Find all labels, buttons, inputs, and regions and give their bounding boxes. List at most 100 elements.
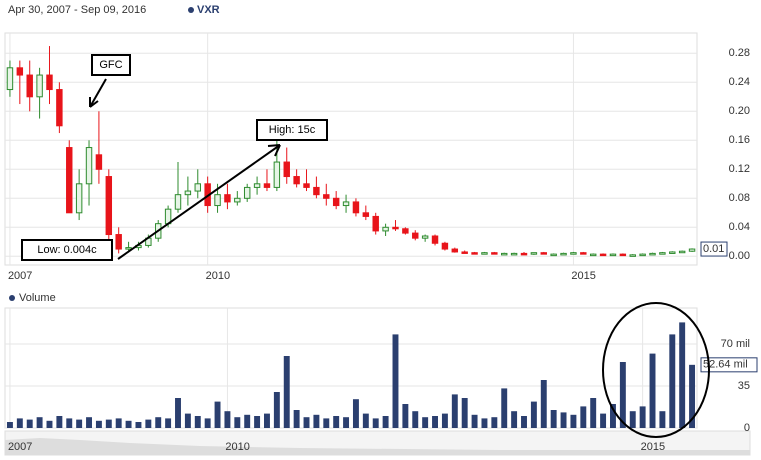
candle-body xyxy=(599,253,607,257)
candle-body xyxy=(421,235,429,239)
volume-bar xyxy=(471,414,478,428)
volume-bar xyxy=(550,410,557,428)
legend-dot xyxy=(9,295,15,301)
date-range: Apr 30, 2007 - Sep 09, 2016 xyxy=(8,4,146,16)
candle-body xyxy=(382,226,389,232)
candle-body xyxy=(372,215,379,232)
y-tick-label: 0.28 xyxy=(729,47,750,59)
last-value-label: 52.64 mil xyxy=(703,359,748,371)
volume-bar xyxy=(372,418,379,428)
candle-body xyxy=(125,247,132,250)
volume-bar xyxy=(194,416,201,428)
candle-body xyxy=(56,89,63,127)
annotation: GFC xyxy=(99,59,122,71)
y-tick-label: 0.08 xyxy=(729,192,750,204)
candle-body xyxy=(451,248,459,253)
candle-body xyxy=(66,147,73,214)
candle-body xyxy=(649,252,656,256)
volume-bar xyxy=(343,417,350,428)
candle-body xyxy=(471,252,478,255)
volume-bar xyxy=(352,399,359,428)
volume-bar xyxy=(26,419,33,428)
volume-bar xyxy=(234,417,241,428)
candle-body xyxy=(402,228,409,234)
candle-body xyxy=(609,253,617,257)
candle-body xyxy=(293,176,300,185)
volume-bar xyxy=(441,413,448,428)
volume-bar xyxy=(491,417,498,428)
legend-label: Volume xyxy=(19,292,56,304)
volume-bar xyxy=(244,414,251,428)
volume-bar xyxy=(273,392,280,428)
candle-body xyxy=(323,194,330,199)
y-tick-label: 35 xyxy=(738,380,750,392)
volume-bar xyxy=(16,418,23,428)
candle-body xyxy=(6,67,14,91)
volume-bar xyxy=(175,398,181,428)
volume-bar xyxy=(501,388,508,428)
last-value-box xyxy=(700,357,758,373)
volume-bar xyxy=(224,411,231,428)
volume-bar xyxy=(204,418,211,428)
arrow-head xyxy=(89,97,99,108)
y-tick-label: 70 mil xyxy=(721,338,750,350)
volume-bar xyxy=(560,412,567,428)
volume-bar xyxy=(580,406,587,428)
volume-bar xyxy=(382,416,389,428)
candle-body xyxy=(303,183,310,188)
candle-body xyxy=(342,201,350,207)
candle-body xyxy=(174,194,182,210)
y-tick-label: 0.16 xyxy=(729,134,750,146)
legend-label: VXR xyxy=(197,4,220,16)
candle-body xyxy=(313,186,320,196)
volume-bar xyxy=(530,401,537,428)
volume-bar xyxy=(264,413,270,428)
candle-body xyxy=(184,190,192,196)
candle-body xyxy=(243,186,251,199)
candle-body xyxy=(194,183,201,192)
candle-body xyxy=(461,251,468,254)
volume-bar xyxy=(590,398,597,428)
candle-body xyxy=(36,74,43,98)
volume-bar xyxy=(165,418,172,428)
annotation: Low: 0.004c xyxy=(37,244,97,256)
volume-bar xyxy=(422,417,429,428)
candle-body xyxy=(26,74,33,98)
candle-body xyxy=(629,254,636,257)
volume-bar xyxy=(540,380,547,428)
volume-bar xyxy=(619,362,626,428)
x-tick-label: 2007 xyxy=(8,270,32,282)
x-tick-label: 2010 xyxy=(206,270,230,282)
last-value-box xyxy=(700,241,728,257)
volume-bar xyxy=(66,418,73,428)
candle-body xyxy=(332,197,340,207)
legend-dot xyxy=(188,7,194,13)
candle-body xyxy=(115,234,122,250)
volume-bar xyxy=(76,419,83,428)
volume-bar xyxy=(570,414,577,428)
volume-bar xyxy=(313,414,320,428)
candle-body xyxy=(441,242,449,250)
y-tick-label: 0.20 xyxy=(729,105,750,117)
annotation: High: 15c xyxy=(269,124,316,136)
navigator-area xyxy=(5,438,750,455)
candle-body xyxy=(431,235,439,244)
volume-bar xyxy=(402,404,409,428)
candle-body xyxy=(540,252,547,255)
candle-body xyxy=(75,183,83,214)
x-tick-label: 2015 xyxy=(641,441,665,453)
price-panel xyxy=(4,32,698,266)
volume-bar xyxy=(461,398,468,428)
volume-bar xyxy=(184,413,191,428)
volume-bar xyxy=(115,418,122,428)
candle-body xyxy=(530,252,538,255)
candle-body xyxy=(214,194,221,207)
volume-bar xyxy=(333,416,340,428)
candle-body xyxy=(392,226,399,230)
candle-body xyxy=(234,197,241,203)
volume-bar xyxy=(629,411,636,428)
candle-body xyxy=(669,251,676,254)
volume-bar xyxy=(679,322,686,428)
candle-body xyxy=(85,147,93,185)
candle-body xyxy=(491,252,498,255)
